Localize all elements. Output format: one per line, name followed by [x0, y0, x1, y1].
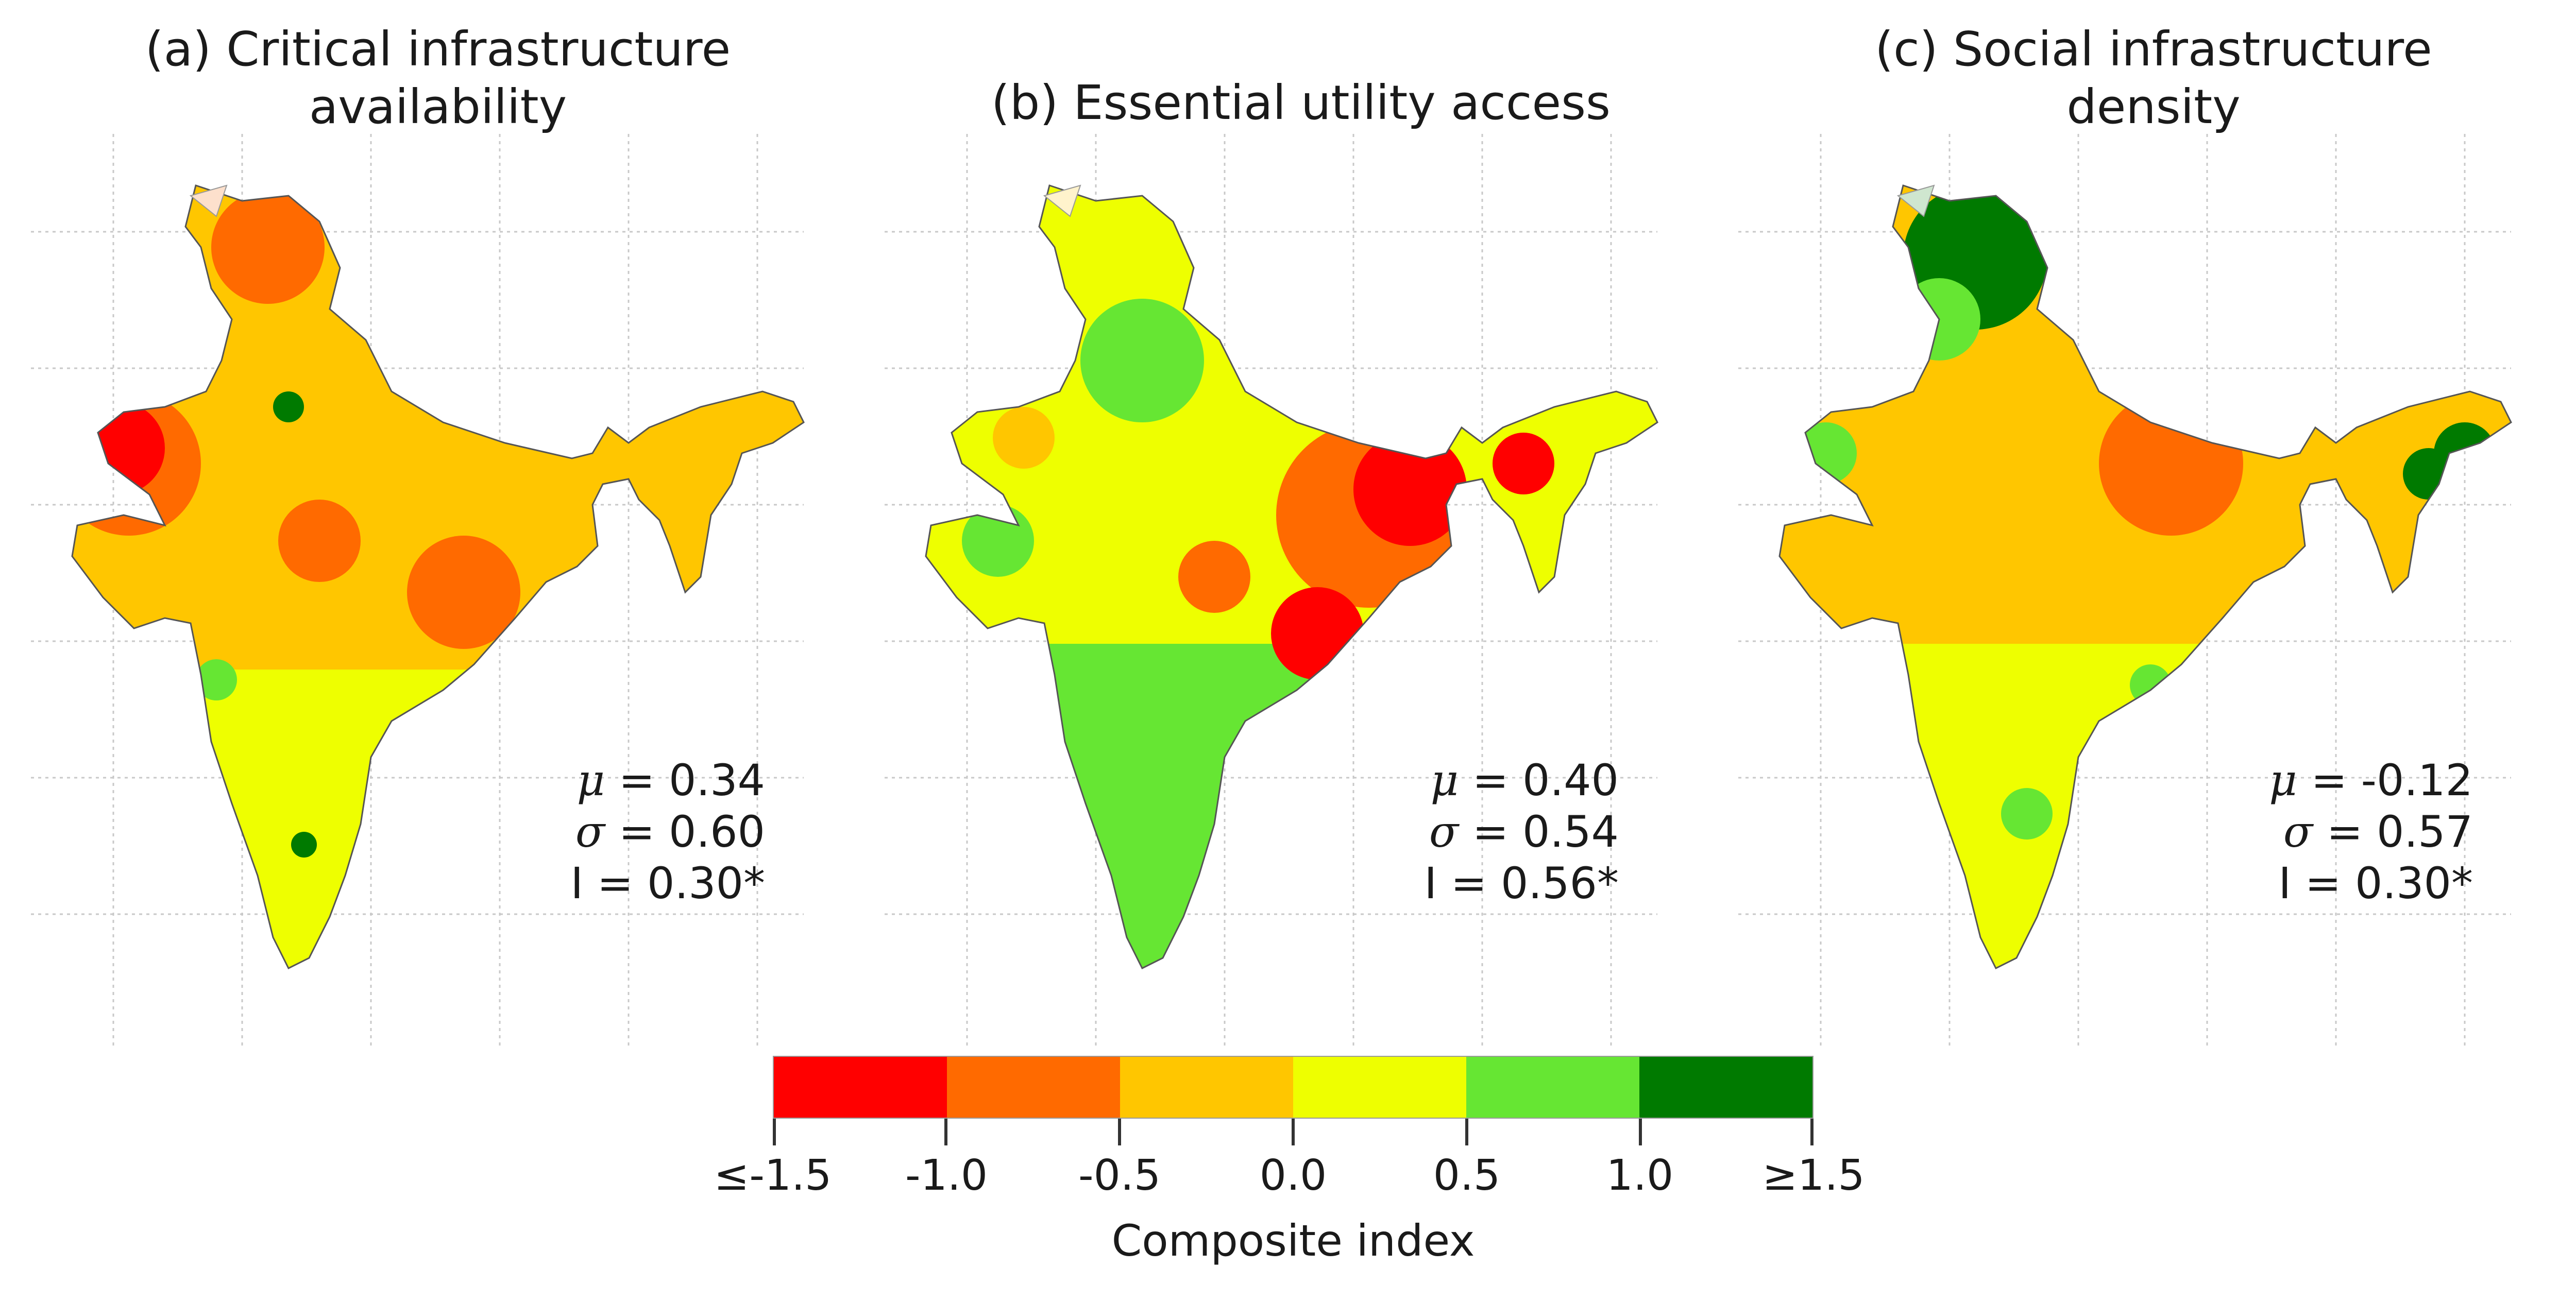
panel-c-title-line2: density	[2066, 79, 2241, 134]
legend-swatch-5	[1466, 1057, 1639, 1118]
panel-c-sigma-value: = 0.57	[2326, 807, 2473, 857]
panel-a-mu-symbol: μ	[577, 755, 605, 806]
panel-b-moran-i: I = 0.56*	[1424, 858, 1619, 909]
panel-a-title-line1: (a) Critical infrastructure	[145, 22, 731, 77]
panel-a-title-line2: availability	[309, 79, 567, 134]
legend-tick-label-5: 0.5	[1433, 1151, 1501, 1200]
panel-c-sigma-symbol: σ	[2283, 807, 2313, 857]
panel-b-sigma-symbol: σ	[1429, 807, 1459, 857]
panel-a-stats: μ = 0.34 σ = 0.60 I = 0.30*	[477, 755, 765, 909]
panel-a-sigma-value: = 0.60	[618, 807, 765, 857]
panel-c-moran-i: I = 0.30*	[2278, 858, 2473, 909]
panel-a-mu-value: = 0.34	[618, 755, 765, 806]
panel-a-moran-i: I = 0.30*	[570, 858, 765, 909]
legend-tick-label-1: ≤-1.5	[714, 1151, 832, 1200]
panel-a-sigma-symbol: σ	[575, 807, 605, 857]
panel-b-title-line1: (b) Essential utility access	[991, 75, 1611, 130]
panel-c-mu-value: = -0.12	[2311, 755, 2473, 806]
panel-c-stats: μ = -0.12 σ = 0.57 I = 0.30*	[2184, 755, 2473, 909]
legend-tick-label-3: -0.5	[1078, 1151, 1161, 1200]
legend-swatch-1	[774, 1057, 947, 1118]
legend-tick-label-7: ≥1.5	[1762, 1151, 1865, 1200]
panel-a-title: (a) Critical infrastructure availability	[52, 21, 824, 136]
panel-b-mu-symbol: μ	[1430, 755, 1459, 806]
legend-swatch-6	[1639, 1057, 1812, 1118]
panel-b-title: (b) Essential utility access	[914, 74, 1687, 132]
legend-tick-label-2: -1.0	[905, 1151, 988, 1200]
panel-c-mu-symbol: μ	[2269, 755, 2297, 806]
legend-title: Composite index	[1111, 1215, 1475, 1266]
legend-swatch-2	[947, 1057, 1120, 1118]
legend-tick-label-6: 1.0	[1606, 1151, 1674, 1200]
legend-swatch-3	[1120, 1057, 1293, 1118]
panel-b-mu-value: = 0.40	[1472, 755, 1619, 806]
legend-swatch-4	[1293, 1057, 1466, 1118]
legend-ticks	[773, 1119, 1814, 1145]
legend-tick-label-4: 0.0	[1259, 1151, 1327, 1200]
legend-colorbar	[773, 1056, 1814, 1119]
panel-b-sigma-value: = 0.54	[1472, 807, 1619, 857]
panel-c-title-line1: (c) Social infrastructure	[1875, 22, 2432, 77]
panel-b-stats: μ = 0.40 σ = 0.54 I = 0.56*	[1330, 755, 1619, 909]
panel-c-title: (c) Social infrastructure density	[1767, 21, 2540, 136]
